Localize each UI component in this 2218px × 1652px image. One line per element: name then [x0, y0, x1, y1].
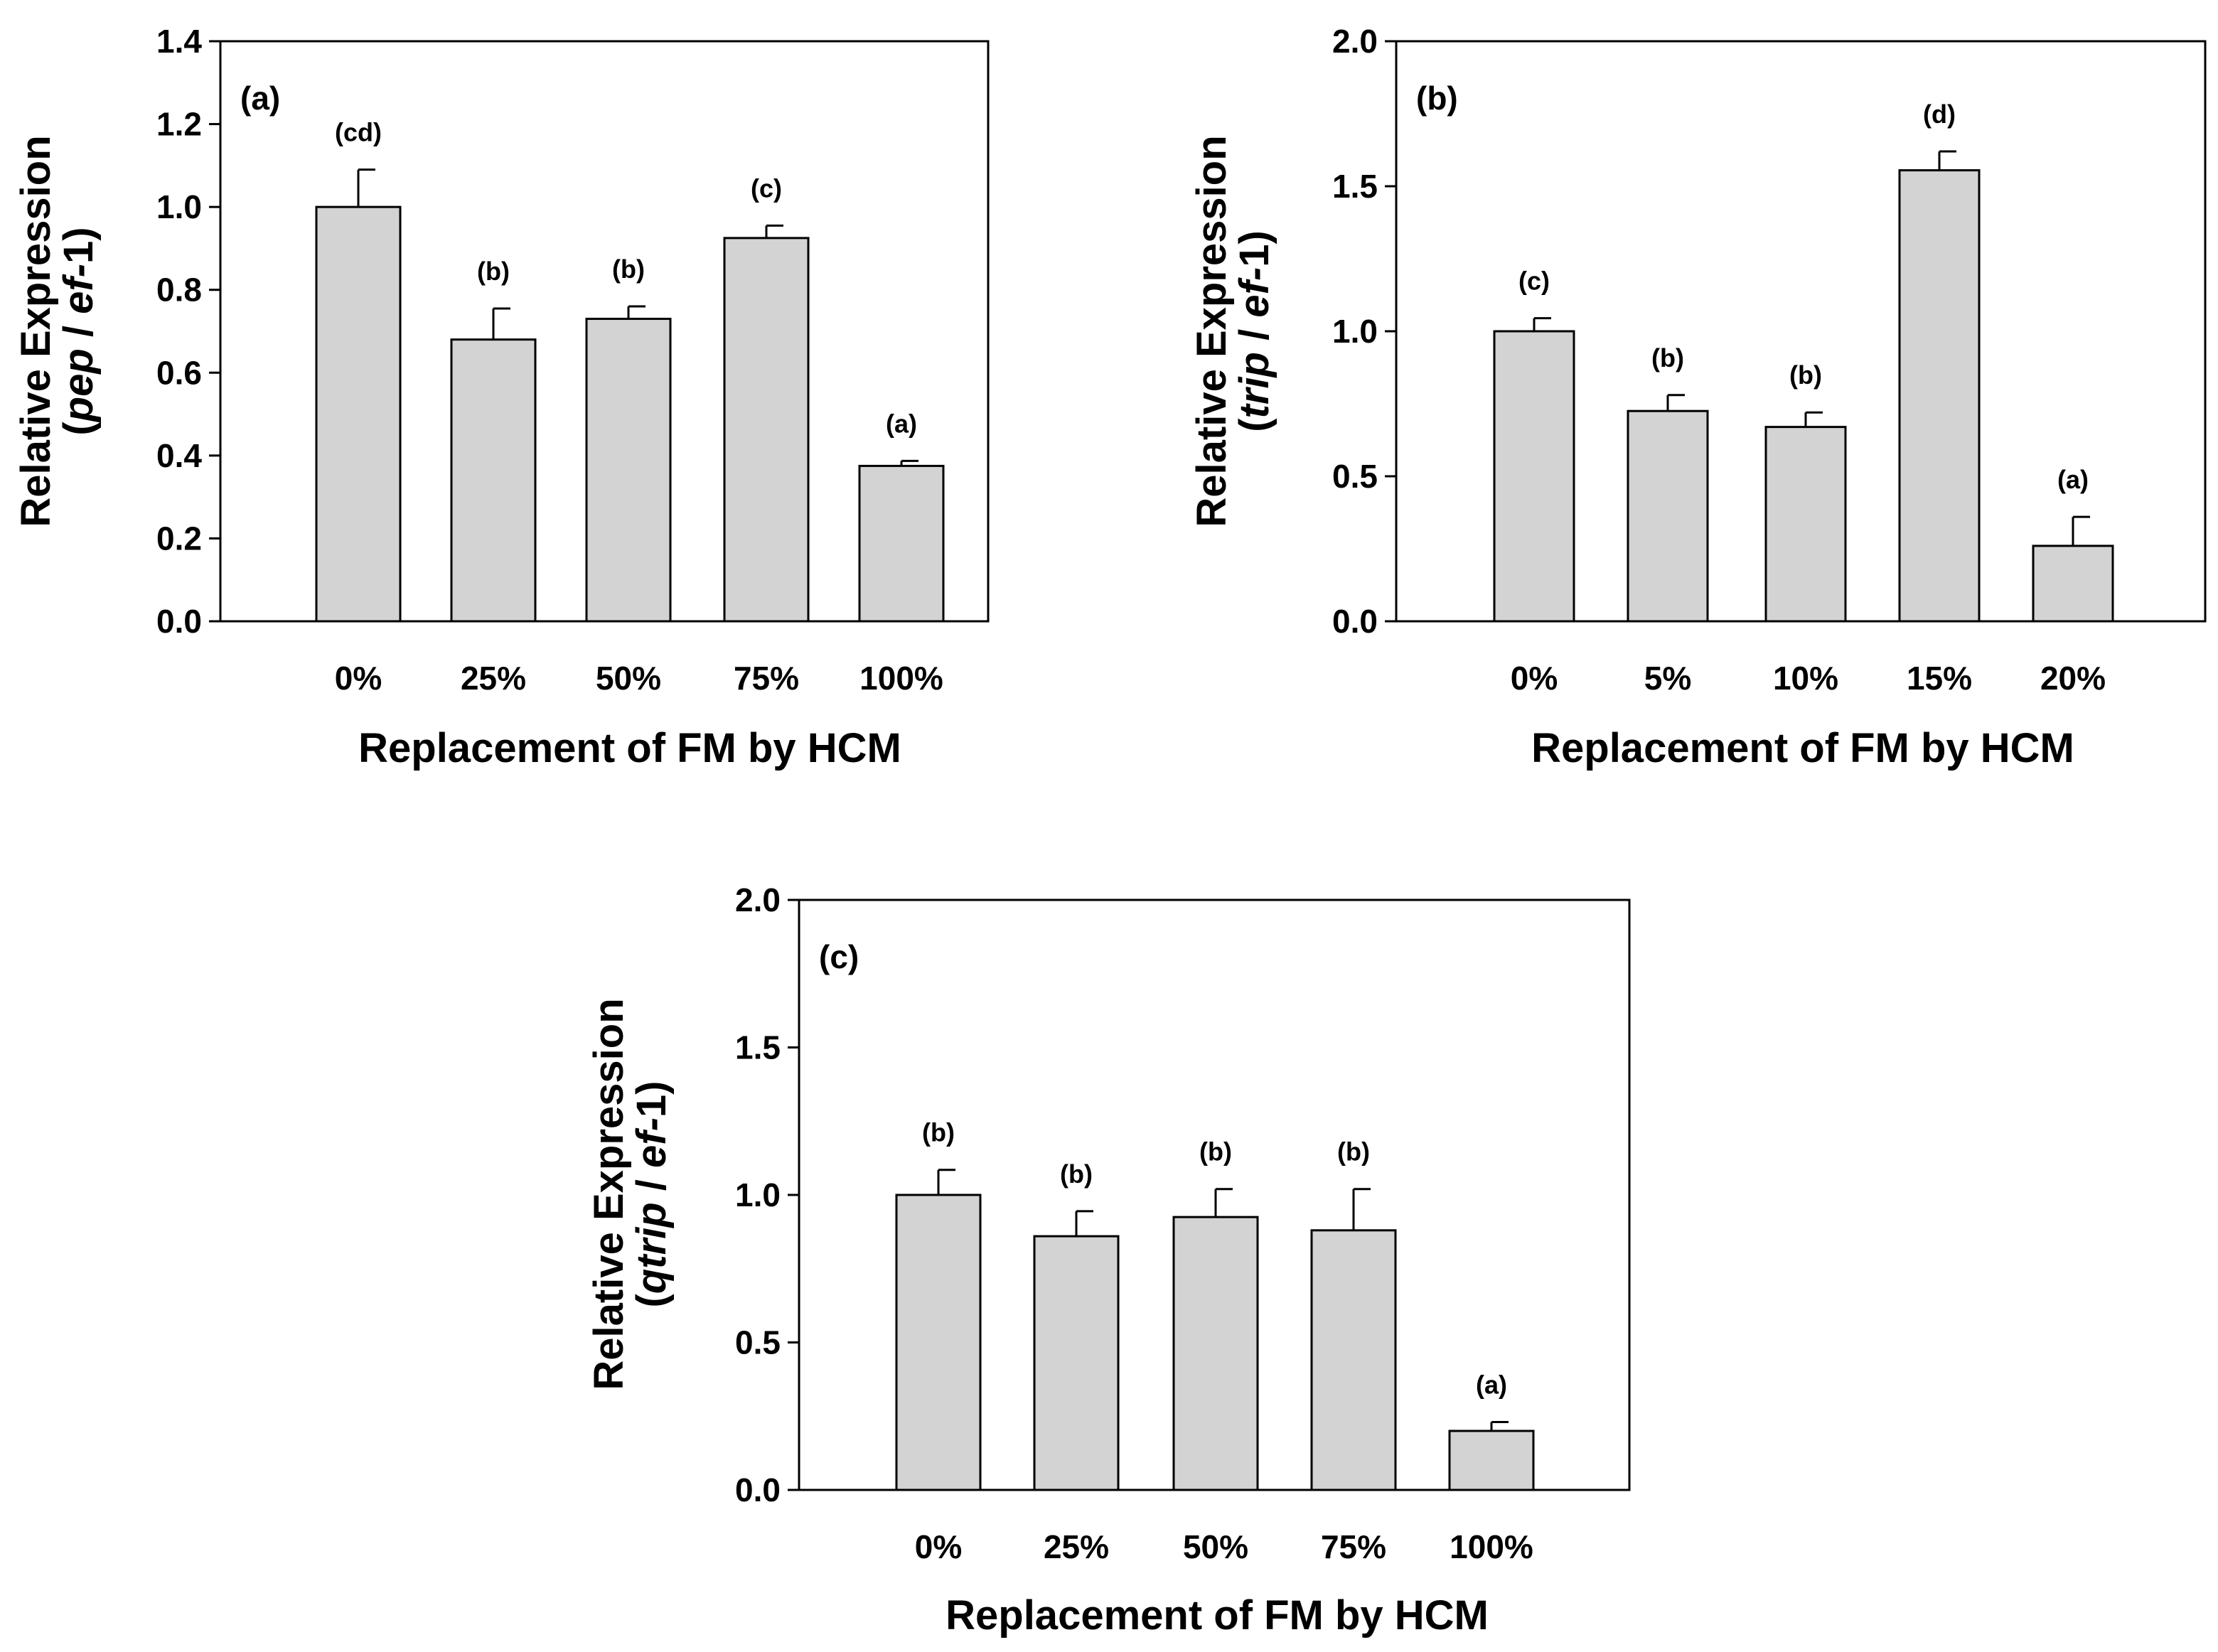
panel-c-bar-2: [1172, 1216, 1259, 1491]
panel-b-bar-1: [1627, 409, 1709, 623]
panel-b-significance-label-2: (b): [1789, 360, 1822, 390]
panel-a-bar-4: [858, 464, 945, 623]
panel-c-y-tick-label-3: 1.5: [735, 1029, 781, 1066]
panel-b-significance-label-0: (c): [1518, 267, 1550, 296]
panel-a-y-tick-label-3: 0.6: [156, 354, 202, 391]
panel-c-significance-label-3: (b): [1337, 1137, 1370, 1166]
panel-c-x-axis-title: Replacement of FM by HCM: [945, 1592, 1489, 1638]
panel-c-bar-3: [1310, 1229, 1397, 1491]
panel-b-significance-label-1: (b): [1651, 343, 1684, 372]
panel-c-x-tick-4: 100%: [1450, 1528, 1533, 1565]
panel-a-label: (a): [240, 80, 280, 117]
panel-a-x-axis-title: Replacement of FM by HCM: [358, 725, 901, 771]
panel-b-x-tick-3: 15%: [1907, 660, 1972, 697]
panel-a-x-tick-2: 50%: [596, 660, 661, 697]
panel-a-significance-label-1: (b): [477, 257, 510, 286]
panel-c: (c) 0.0 0.5 1.0 1.5 2.0 (b) (b) (b) (b) (a) 0% 2…: [586, 881, 1631, 1638]
panel-b-y-tick-label-3: 1.5: [1332, 168, 1378, 205]
panel-a-y-tick-label-0: 0.0: [156, 603, 202, 640]
panel-a-x-tick-4: 100%: [859, 660, 943, 697]
panel-b-bar-3: [1898, 169, 1981, 623]
panel-c-x-tick-3: 75%: [1321, 1528, 1386, 1565]
panel-a-y-axis-title: Relative Expression: [13, 135, 59, 527]
panel-a-y-tick-label-6: 1.2: [156, 106, 202, 143]
panel-a-y-tick-label-1: 0.2: [156, 520, 202, 557]
panel-b-y-tick-label-0: 0.0: [1332, 603, 1378, 640]
panel-b-label: (b): [1416, 80, 1458, 117]
panel-b-y-tick-label-1: 0.5: [1332, 458, 1378, 495]
panel-b-y-axis: 0.0 0.5 1.0 1.5 2.0: [1332, 23, 1396, 640]
panel-c-significance-label-0: (b): [922, 1118, 955, 1147]
panel-c-y-tick-label-2: 1.0: [735, 1176, 781, 1213]
panel-c-significance-label-1: (b): [1060, 1159, 1093, 1189]
panel-a-bar-2: [585, 318, 672, 623]
panel-c-label: (c): [819, 938, 859, 975]
panel-b-x-tick-1: 5%: [1644, 660, 1691, 697]
panel-a-bars: (cd) (b) (b) (c) (a): [315, 118, 945, 623]
panel-b-significance-label-4: (a): [2057, 465, 2089, 494]
panel-b-x-axis-title: Replacement of FM by HCM: [1531, 725, 2074, 771]
panel-c-y-tick-label-4: 2.0: [735, 881, 781, 918]
panel-a-significance-label-3: (c): [751, 173, 782, 203]
panel-a: (a) 0.00.20.40.60.81.01.21.4 (cd)(b) (b)(…: [13, 23, 990, 771]
panel-a-y-tick-label-4: 0.8: [156, 272, 202, 309]
panel-b-x-tick-4: 20%: [2040, 660, 2106, 697]
panel-b-bar-2: [1764, 426, 1847, 623]
panel-c-bar-4: [1448, 1430, 1535, 1491]
panel-a-y-axis-subtitle: (pep / ef-1): [55, 227, 102, 435]
panel-a-y-tick-label-2: 0.4: [156, 437, 202, 474]
panel-a-bar-0: [315, 205, 402, 623]
panel-a-y-tick-label-5: 1.0: [156, 188, 202, 225]
panel-c-y-tick-label-0: 0.0: [735, 1471, 781, 1508]
panel-b-y-tick-label-4: 2.0: [1332, 23, 1378, 60]
panel-a-x-tick-3: 75%: [734, 660, 799, 697]
panel-a-x-tick-1: 25%: [461, 660, 526, 697]
panel-a-y-tick-label-7: 1.4: [156, 23, 202, 60]
panel-c-x-tick-2: 50%: [1183, 1528, 1248, 1565]
panel-c-y-axis-title: Relative Expression: [586, 998, 632, 1390]
panel-b: (b) 0.0 0.5 1.0 1.5 2.0 (c) (b) (b) (d) (a) 0% 5…: [1189, 23, 2207, 771]
panel-c-bars: (b) (b) (b) (b) (a): [895, 1118, 1535, 1491]
panel-c-y-axis: 0.0 0.5 1.0 1.5 2.0: [735, 881, 799, 1508]
panel-c-significance-label-4: (a): [1476, 1371, 1507, 1400]
panel-b-x-tick-0: 0%: [1511, 660, 1558, 697]
panel-a-significance-label-2: (b): [612, 254, 645, 284]
panel-a-significance-label-4: (a): [886, 409, 917, 438]
panel-b-significance-label-3: (d): [1923, 100, 1956, 129]
panel-c-bar-0: [895, 1194, 982, 1491]
panel-a-x-tick-0: 0%: [335, 660, 382, 697]
panel-b-bar-0: [1493, 330, 1575, 623]
panel-c-significance-label-2: (b): [1199, 1137, 1232, 1166]
panel-b-y-tick-label-2: 1.0: [1332, 313, 1378, 350]
panel-b-y-axis-subtitle: (trip / ef-1): [1231, 230, 1277, 432]
panel-a-significance-label-0: (cd): [335, 118, 382, 147]
panel-a-bar-1: [450, 338, 537, 623]
panel-b-y-axis-title: Relative Expression: [1189, 135, 1235, 527]
panel-a-bar-3: [723, 237, 810, 623]
panel-c-x-tick-0: 0%: [915, 1528, 962, 1565]
panel-b-bars: (c) (b) (b) (d) (a): [1493, 100, 2114, 623]
panel-a-y-axis: 0.0 0.2 0.4 0.6 0.8 1.0 1.2 1.4: [156, 23, 220, 640]
panel-c-bar-1: [1033, 1235, 1120, 1491]
panel-c-y-tick-label-1: 0.5: [735, 1324, 781, 1361]
panel-b-x-tick-2: 10%: [1773, 660, 1838, 697]
panel-c-y-axis-subtitle: (qtrip / ef-1): [628, 1080, 675, 1307]
panel-b-bar-4: [2032, 545, 2114, 623]
panel-c-x-tick-1: 25%: [1044, 1528, 1109, 1565]
